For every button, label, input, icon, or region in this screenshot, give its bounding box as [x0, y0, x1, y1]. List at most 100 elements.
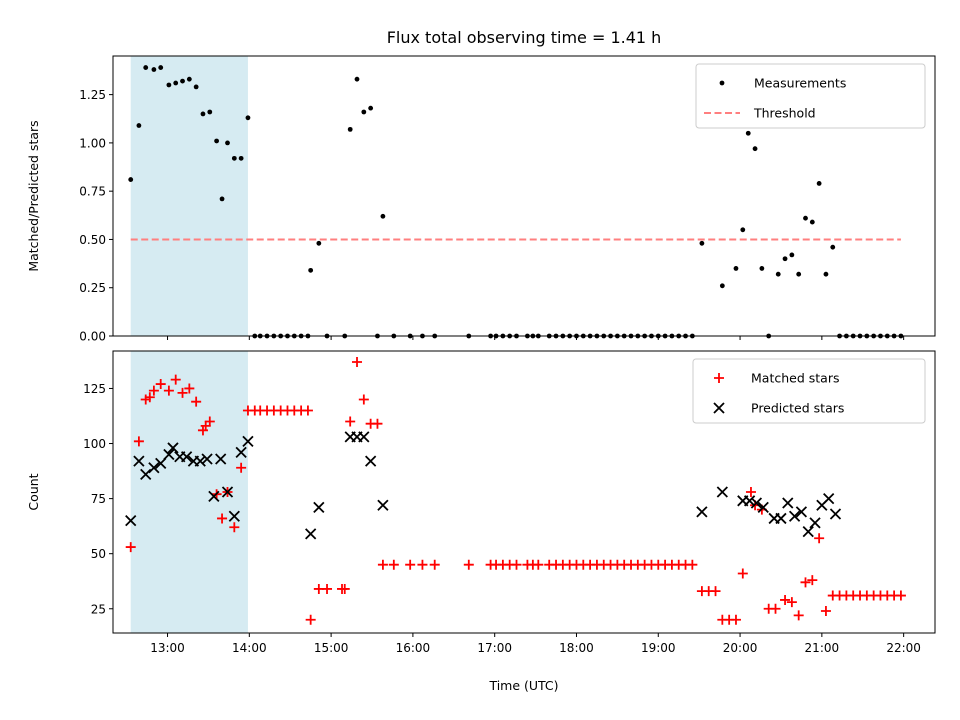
data-point	[155, 457, 167, 469]
x-tick-label: 20:00	[723, 641, 758, 655]
data-point	[816, 181, 822, 186]
data-point	[128, 177, 134, 182]
data-point	[236, 462, 247, 473]
chart-title: Flux total observing time = 1.41 h	[387, 28, 662, 47]
data-point	[191, 396, 202, 407]
data-point	[194, 455, 206, 467]
data-point	[796, 271, 802, 277]
y-axis-label: Count	[26, 473, 41, 510]
data-point	[809, 517, 821, 529]
y-tick-label: 25	[91, 602, 106, 616]
data-point	[207, 109, 213, 115]
data-point	[180, 78, 185, 84]
data-point	[533, 559, 544, 570]
data-point	[795, 506, 808, 518]
data-point	[365, 455, 377, 467]
data-point	[759, 266, 765, 271]
data-point	[745, 487, 756, 497]
data-point	[820, 605, 831, 616]
data-point	[235, 446, 247, 458]
legend-box	[695, 63, 926, 129]
y-tick-label: 100	[83, 437, 106, 451]
data-point	[221, 486, 234, 498]
x-tick-label: 22:00	[886, 641, 921, 655]
data-point	[245, 115, 251, 121]
data-point	[180, 451, 193, 463]
x-axis-label: Time (UTC)	[488, 678, 558, 693]
data-point	[238, 155, 244, 161]
data-point	[696, 506, 708, 518]
data-point	[752, 146, 758, 152]
data-point	[361, 109, 367, 115]
data-point	[167, 442, 179, 454]
legend-label: Matched stars	[751, 371, 839, 386]
x-tick-label: 19:00	[641, 641, 676, 655]
series-matched-stars	[125, 357, 906, 625]
data-point	[463, 559, 474, 570]
data-point	[782, 497, 794, 509]
y-axis-label: Matched/Predicted stars	[26, 120, 41, 271]
legend-marker	[713, 402, 725, 414]
data-point	[133, 436, 144, 447]
data-point	[809, 219, 815, 225]
bottom-panel: 25 50 75 100 125 13:00 14:00 15:00 16:00 17:00 18:…	[26, 350, 936, 655]
shaded-span	[130, 56, 248, 336]
data-point	[895, 590, 906, 601]
y-tick-label: 0.50	[79, 233, 106, 247]
data-point	[786, 597, 797, 608]
data-point	[322, 583, 333, 594]
x-tick-label: 17:00	[477, 641, 512, 655]
data-point	[757, 501, 769, 514]
data-point	[200, 111, 206, 117]
data-point	[775, 271, 781, 277]
data-point	[372, 418, 383, 429]
legend: Measurements Threshold	[695, 63, 926, 129]
data-point	[151, 67, 157, 72]
data-point	[740, 227, 746, 233]
data-point	[208, 490, 220, 503]
data-point	[782, 256, 788, 262]
x-tick-label: 18:00	[559, 641, 594, 655]
data-point	[305, 528, 317, 540]
data-point	[143, 65, 149, 70]
data-point	[186, 76, 192, 82]
data-point	[144, 392, 155, 403]
data-point	[228, 510, 240, 522]
data-point	[733, 266, 739, 271]
data-point	[155, 379, 166, 390]
data-point	[823, 271, 829, 277]
data-point	[347, 126, 353, 132]
data-point	[225, 140, 230, 146]
data-point	[184, 383, 195, 394]
data-point	[354, 76, 360, 82]
data-point	[775, 512, 787, 525]
data-point	[380, 213, 386, 219]
legend-label: Measurements	[754, 76, 846, 91]
data-point	[125, 515, 137, 527]
data-point	[770, 603, 781, 614]
y-tick-label: 50	[91, 547, 106, 561]
data-point	[305, 614, 316, 625]
x-tick-label: 16:00	[396, 641, 431, 655]
data-point	[719, 283, 725, 289]
data-point	[368, 105, 374, 111]
data-point	[417, 559, 428, 570]
data-point	[814, 533, 825, 544]
y-tick-label: 0.75	[79, 185, 106, 199]
y-tick-label: 75	[91, 492, 106, 506]
data-point	[148, 462, 160, 474]
y-tick-label: 0.00	[79, 330, 106, 344]
data-point	[716, 486, 728, 498]
legend-label: Threshold	[753, 106, 816, 121]
data-point	[229, 522, 240, 533]
data-point	[193, 84, 199, 90]
data-point	[429, 559, 440, 570]
data-point	[793, 610, 804, 621]
y-tick-label: 1.25	[79, 88, 106, 102]
data-point	[163, 385, 174, 396]
data-point	[170, 374, 181, 385]
data-point	[231, 155, 237, 161]
legend-marker	[719, 80, 725, 86]
data-point	[829, 508, 842, 520]
